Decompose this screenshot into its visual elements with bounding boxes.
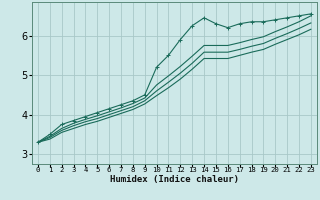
X-axis label: Humidex (Indice chaleur): Humidex (Indice chaleur) — [110, 175, 239, 184]
